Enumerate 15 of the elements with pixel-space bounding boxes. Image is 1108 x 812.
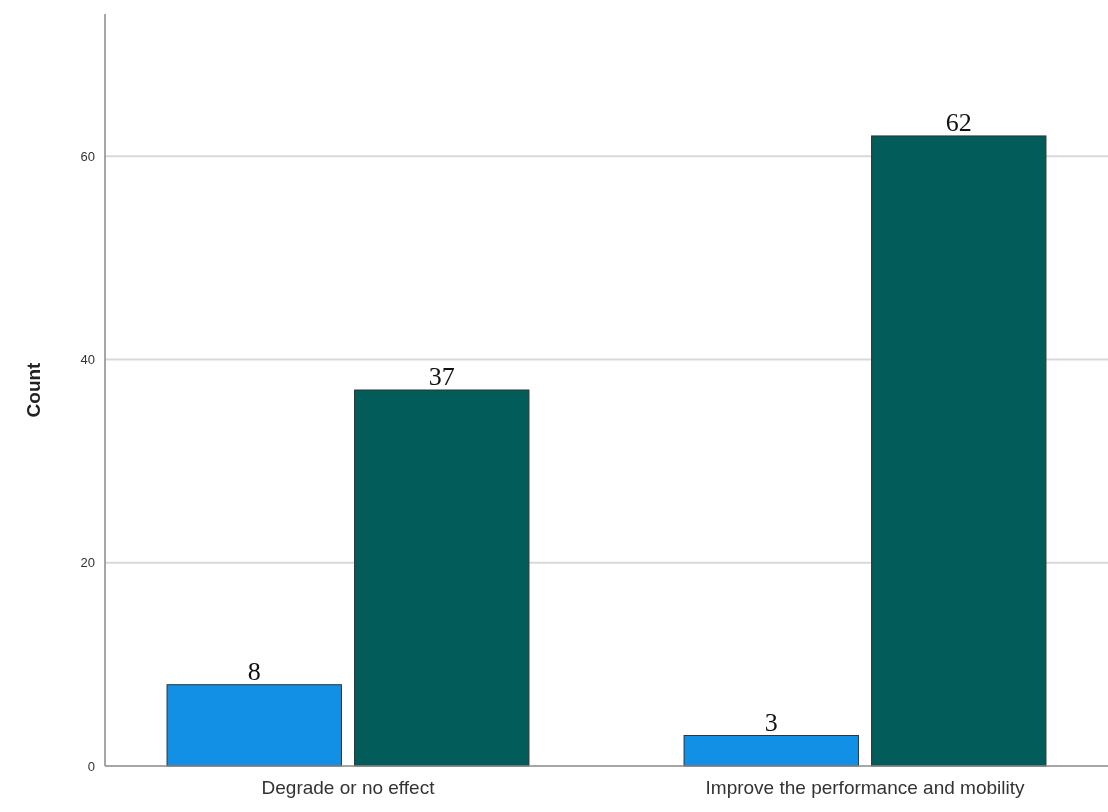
x-tick-label: Improve the performance and mobility [705, 777, 1025, 798]
data-label: 3 [764, 707, 778, 737]
y-axis-title: Count [23, 361, 44, 418]
x-tick-label: Degrade or no effect [261, 777, 436, 798]
bar [683, 735, 859, 767]
data-label: 62 [945, 107, 972, 137]
bar [354, 389, 530, 767]
bar [871, 135, 1047, 767]
data-label: 8 [247, 656, 261, 686]
data-label: 37 [428, 362, 455, 391]
y-tick-label: 40 [80, 352, 95, 368]
y-tick-label: 60 [80, 148, 95, 164]
y-tick-label: 0 [87, 758, 95, 774]
bar [166, 684, 342, 767]
y-tick-label: 20 [80, 555, 95, 571]
